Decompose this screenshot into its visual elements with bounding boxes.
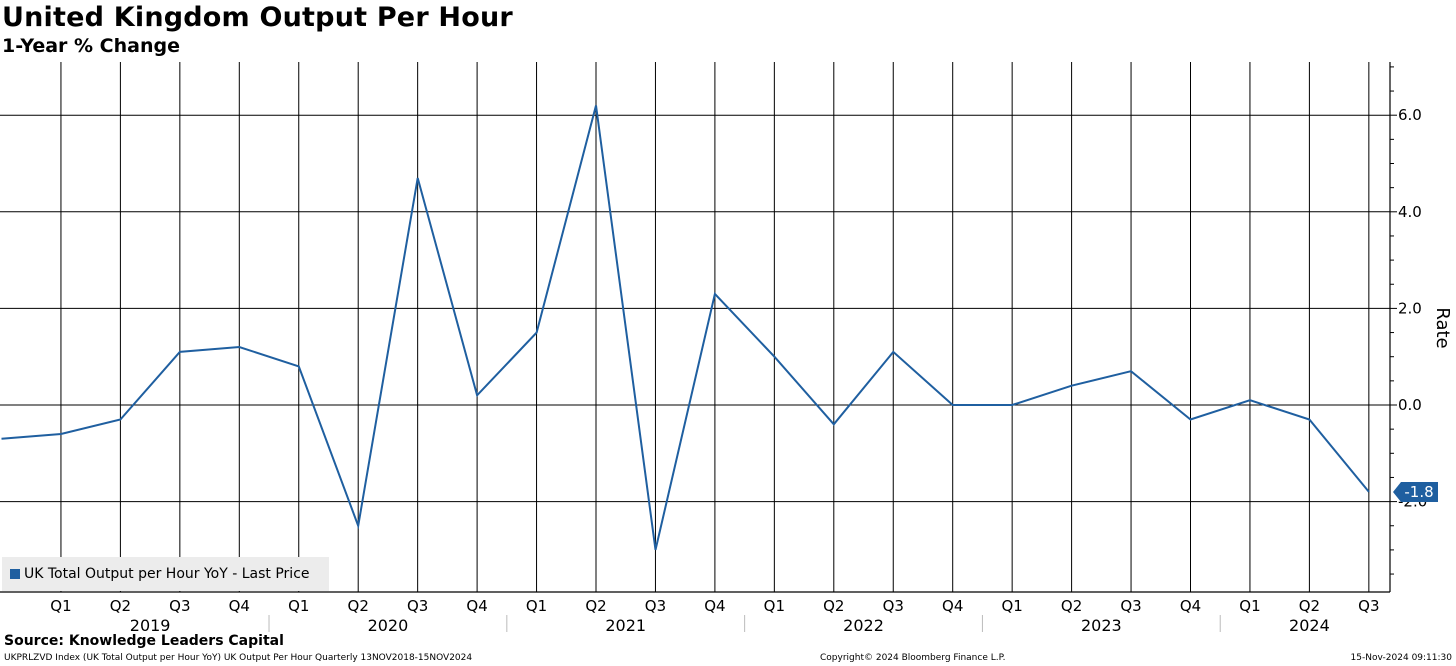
x-tick-label: Q2 [585, 597, 606, 615]
data-point [595, 105, 597, 107]
chart-subtitle: 1-Year % Change [2, 35, 180, 57]
x-tick-label: Q2 [1299, 597, 1320, 615]
x-tick-label: Q4 [942, 597, 963, 615]
data-point [1190, 418, 1192, 420]
data-point [1071, 385, 1073, 387]
x-tick-label: Q2 [348, 597, 369, 615]
data-point [1011, 404, 1013, 406]
data-point [952, 404, 954, 406]
y-axis-label: Rate [1432, 307, 1453, 348]
data-point [654, 549, 656, 551]
source-note: Source: Knowledge Leaders Capital [4, 633, 284, 649]
x-tick-label: Q3 [645, 597, 666, 615]
y-tick-label: 0.0 [1398, 396, 1422, 414]
data-point [1368, 491, 1370, 493]
data-point [773, 356, 775, 358]
data-point [536, 332, 538, 334]
series-line [1, 105, 1370, 551]
x-tick-label: Q1 [50, 597, 71, 615]
x-tick-label: Q4 [466, 597, 487, 615]
legend-swatch [10, 569, 20, 579]
legend-label: UK Total Output per Hour YoY - Last Pric… [24, 566, 310, 582]
x-tick-label: Q3 [169, 597, 190, 615]
last-value-tag [1393, 481, 1438, 502]
x-tick-label: Q4 [704, 597, 725, 615]
y-tick-label: 2.0 [1398, 299, 1422, 317]
data-point [1, 438, 3, 440]
x-tick-label: Q3 [1358, 597, 1379, 615]
x-tick-label: Q2 [1061, 597, 1082, 615]
data-point [119, 418, 121, 420]
x-tick-label: Q4 [1180, 597, 1201, 615]
x-tick-label: Q3 [883, 597, 904, 615]
x-tick-label: Q2 [823, 597, 844, 615]
data-point [714, 293, 716, 295]
data-point [179, 351, 181, 353]
data-point [60, 433, 62, 435]
x-tick-label: Q2 [110, 597, 131, 615]
data-point [417, 177, 419, 179]
x-tick-label: Q3 [1120, 597, 1141, 615]
data-point [238, 346, 240, 348]
footer-copyright: Copyright© 2024 Bloomberg Finance L.P. [820, 653, 1006, 663]
x-tick-label: Q1 [764, 597, 785, 615]
footer-index-description: UKPRLZVD Index (UK Total Output per Hour… [4, 653, 473, 663]
x-tick-label: Q3 [407, 597, 428, 615]
data-point [892, 351, 894, 353]
x-year-label: 2019 [130, 616, 171, 635]
x-year-label: 2024 [1289, 616, 1330, 635]
chart-title: United Kingdom Output Per Hour [2, 2, 513, 33]
data-point [1308, 418, 1310, 420]
x-tick-label: Q4 [229, 597, 250, 615]
data-point [1249, 399, 1251, 401]
y-tick-label: 6.0 [1398, 106, 1422, 124]
x-year-label: 2022 [843, 616, 884, 635]
chart-legend: UK Total Output per Hour YoY - Last Pric… [2, 557, 329, 591]
x-year-label: 2021 [605, 616, 646, 635]
x-tick-label: Q1 [1001, 597, 1022, 615]
x-tick-label: Q1 [1239, 597, 1260, 615]
x-tick-label: Q1 [526, 597, 547, 615]
data-point [1130, 370, 1132, 372]
x-tick-label: Q1 [288, 597, 309, 615]
last-value-label: -1.8 [1404, 483, 1433, 501]
footer-timestamp: 15-Nov-2024 09:11:30 [1350, 653, 1452, 663]
x-year-label: 2023 [1081, 616, 1122, 635]
x-year-label: 2020 [368, 616, 409, 635]
data-point [298, 365, 300, 367]
y-tick-label: 4.0 [1398, 203, 1422, 221]
data-point [476, 394, 478, 396]
data-point [833, 423, 835, 425]
data-point [357, 525, 359, 527]
